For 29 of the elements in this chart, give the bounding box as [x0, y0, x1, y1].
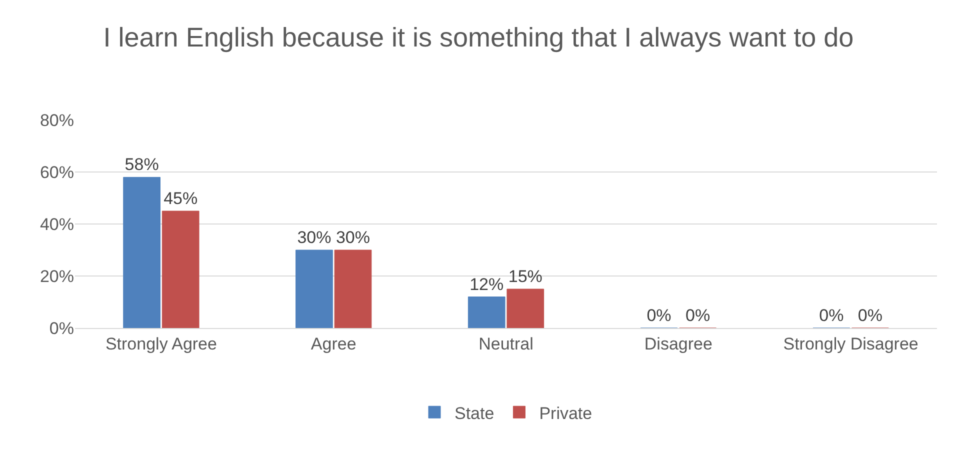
bar — [506, 288, 544, 328]
data-label: 0% — [819, 306, 844, 325]
legend-label: State — [454, 404, 494, 423]
legend-label: Private — [539, 404, 592, 423]
data-label: 30% — [336, 228, 370, 247]
bar — [123, 176, 160, 328]
data-label: 12% — [470, 274, 504, 294]
y-tick-label: 0% — [49, 318, 74, 338]
x-tick-label: Strongly Disagree — [783, 334, 918, 354]
data-label: 30% — [297, 228, 332, 247]
bar — [296, 250, 333, 328]
y-tick-label: 80% — [40, 110, 74, 130]
bar — [468, 296, 506, 328]
bar — [162, 210, 200, 328]
data-label: 0% — [686, 306, 710, 325]
x-tick-label: Agree — [310, 334, 356, 354]
x-tick-label: Neutral — [478, 334, 534, 354]
x-tick-label: Strongly Agree — [105, 334, 217, 354]
data-label: 15% — [508, 267, 542, 286]
data-label: 58% — [124, 155, 159, 174]
x-tick-label: Disagree — [644, 334, 712, 354]
data-label: 45% — [164, 189, 198, 208]
data-label: 0% — [646, 306, 672, 325]
y-tick-label: 60% — [40, 162, 74, 182]
bar — [334, 250, 372, 328]
data-label: 0% — [858, 306, 882, 325]
y-tick-label: 40% — [40, 214, 74, 234]
y-tick-label: 20% — [40, 266, 74, 286]
chart-title: I learn English because it is something that I always want to do — [103, 22, 854, 52]
